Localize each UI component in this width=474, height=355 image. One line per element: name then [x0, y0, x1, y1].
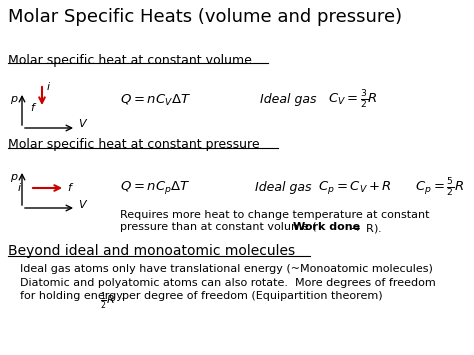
Text: Molar Specific Heats (volume and pressure): Molar Specific Heats (volume and pressur…	[8, 8, 402, 26]
Text: Ideal gas: Ideal gas	[260, 93, 317, 106]
Text: Molar specific heat at constant pressure: Molar specific heat at constant pressure	[8, 138, 260, 151]
Text: pressure than at constant volume (: pressure than at constant volume (	[120, 222, 317, 232]
Text: for holding energy.: for holding energy.	[20, 291, 125, 301]
Text: per degree of freedom (Equipartition theorem): per degree of freedom (Equipartition the…	[122, 291, 383, 301]
Text: f: f	[30, 103, 34, 113]
Text: V: V	[78, 200, 86, 210]
Text: Ideal gas atoms only have translational energy (~Monoatomic molecules): Ideal gas atoms only have translational …	[20, 264, 433, 274]
Text: $Q = nC_V\Delta T$: $Q = nC_V\Delta T$	[120, 92, 191, 108]
Text: p: p	[10, 172, 17, 182]
Text: Ideal gas: Ideal gas	[255, 181, 311, 195]
Text: $C_p = C_V + R$: $C_p = C_V + R$	[318, 180, 392, 197]
Text: i: i	[47, 82, 50, 92]
Text: f: f	[67, 183, 71, 193]
Text: Work done: Work done	[293, 222, 360, 232]
Text: Diatomic and polyatomic atoms can also rotate.  More degrees of freedom: Diatomic and polyatomic atoms can also r…	[20, 278, 436, 288]
Text: $\rightarrow$ R).: $\rightarrow$ R).	[345, 222, 382, 235]
Text: $\frac{1}{2}R$: $\frac{1}{2}R$	[100, 291, 115, 312]
Text: i: i	[18, 183, 21, 193]
Text: Requires more heat to change temperature at constant: Requires more heat to change temperature…	[120, 210, 429, 220]
Text: Beyond ideal and monoatomic molecules: Beyond ideal and monoatomic molecules	[8, 244, 295, 258]
Text: V: V	[78, 119, 86, 129]
Text: Molar specific heat at constant volume: Molar specific heat at constant volume	[8, 54, 252, 67]
Text: $C_V = \frac{3}{2}R$: $C_V = \frac{3}{2}R$	[328, 89, 378, 111]
Text: p: p	[10, 94, 17, 104]
Text: $Q = nC_p\Delta T$: $Q = nC_p\Delta T$	[120, 180, 191, 197]
Text: $C_p = \frac{5}{2}R$: $C_p = \frac{5}{2}R$	[415, 177, 464, 199]
